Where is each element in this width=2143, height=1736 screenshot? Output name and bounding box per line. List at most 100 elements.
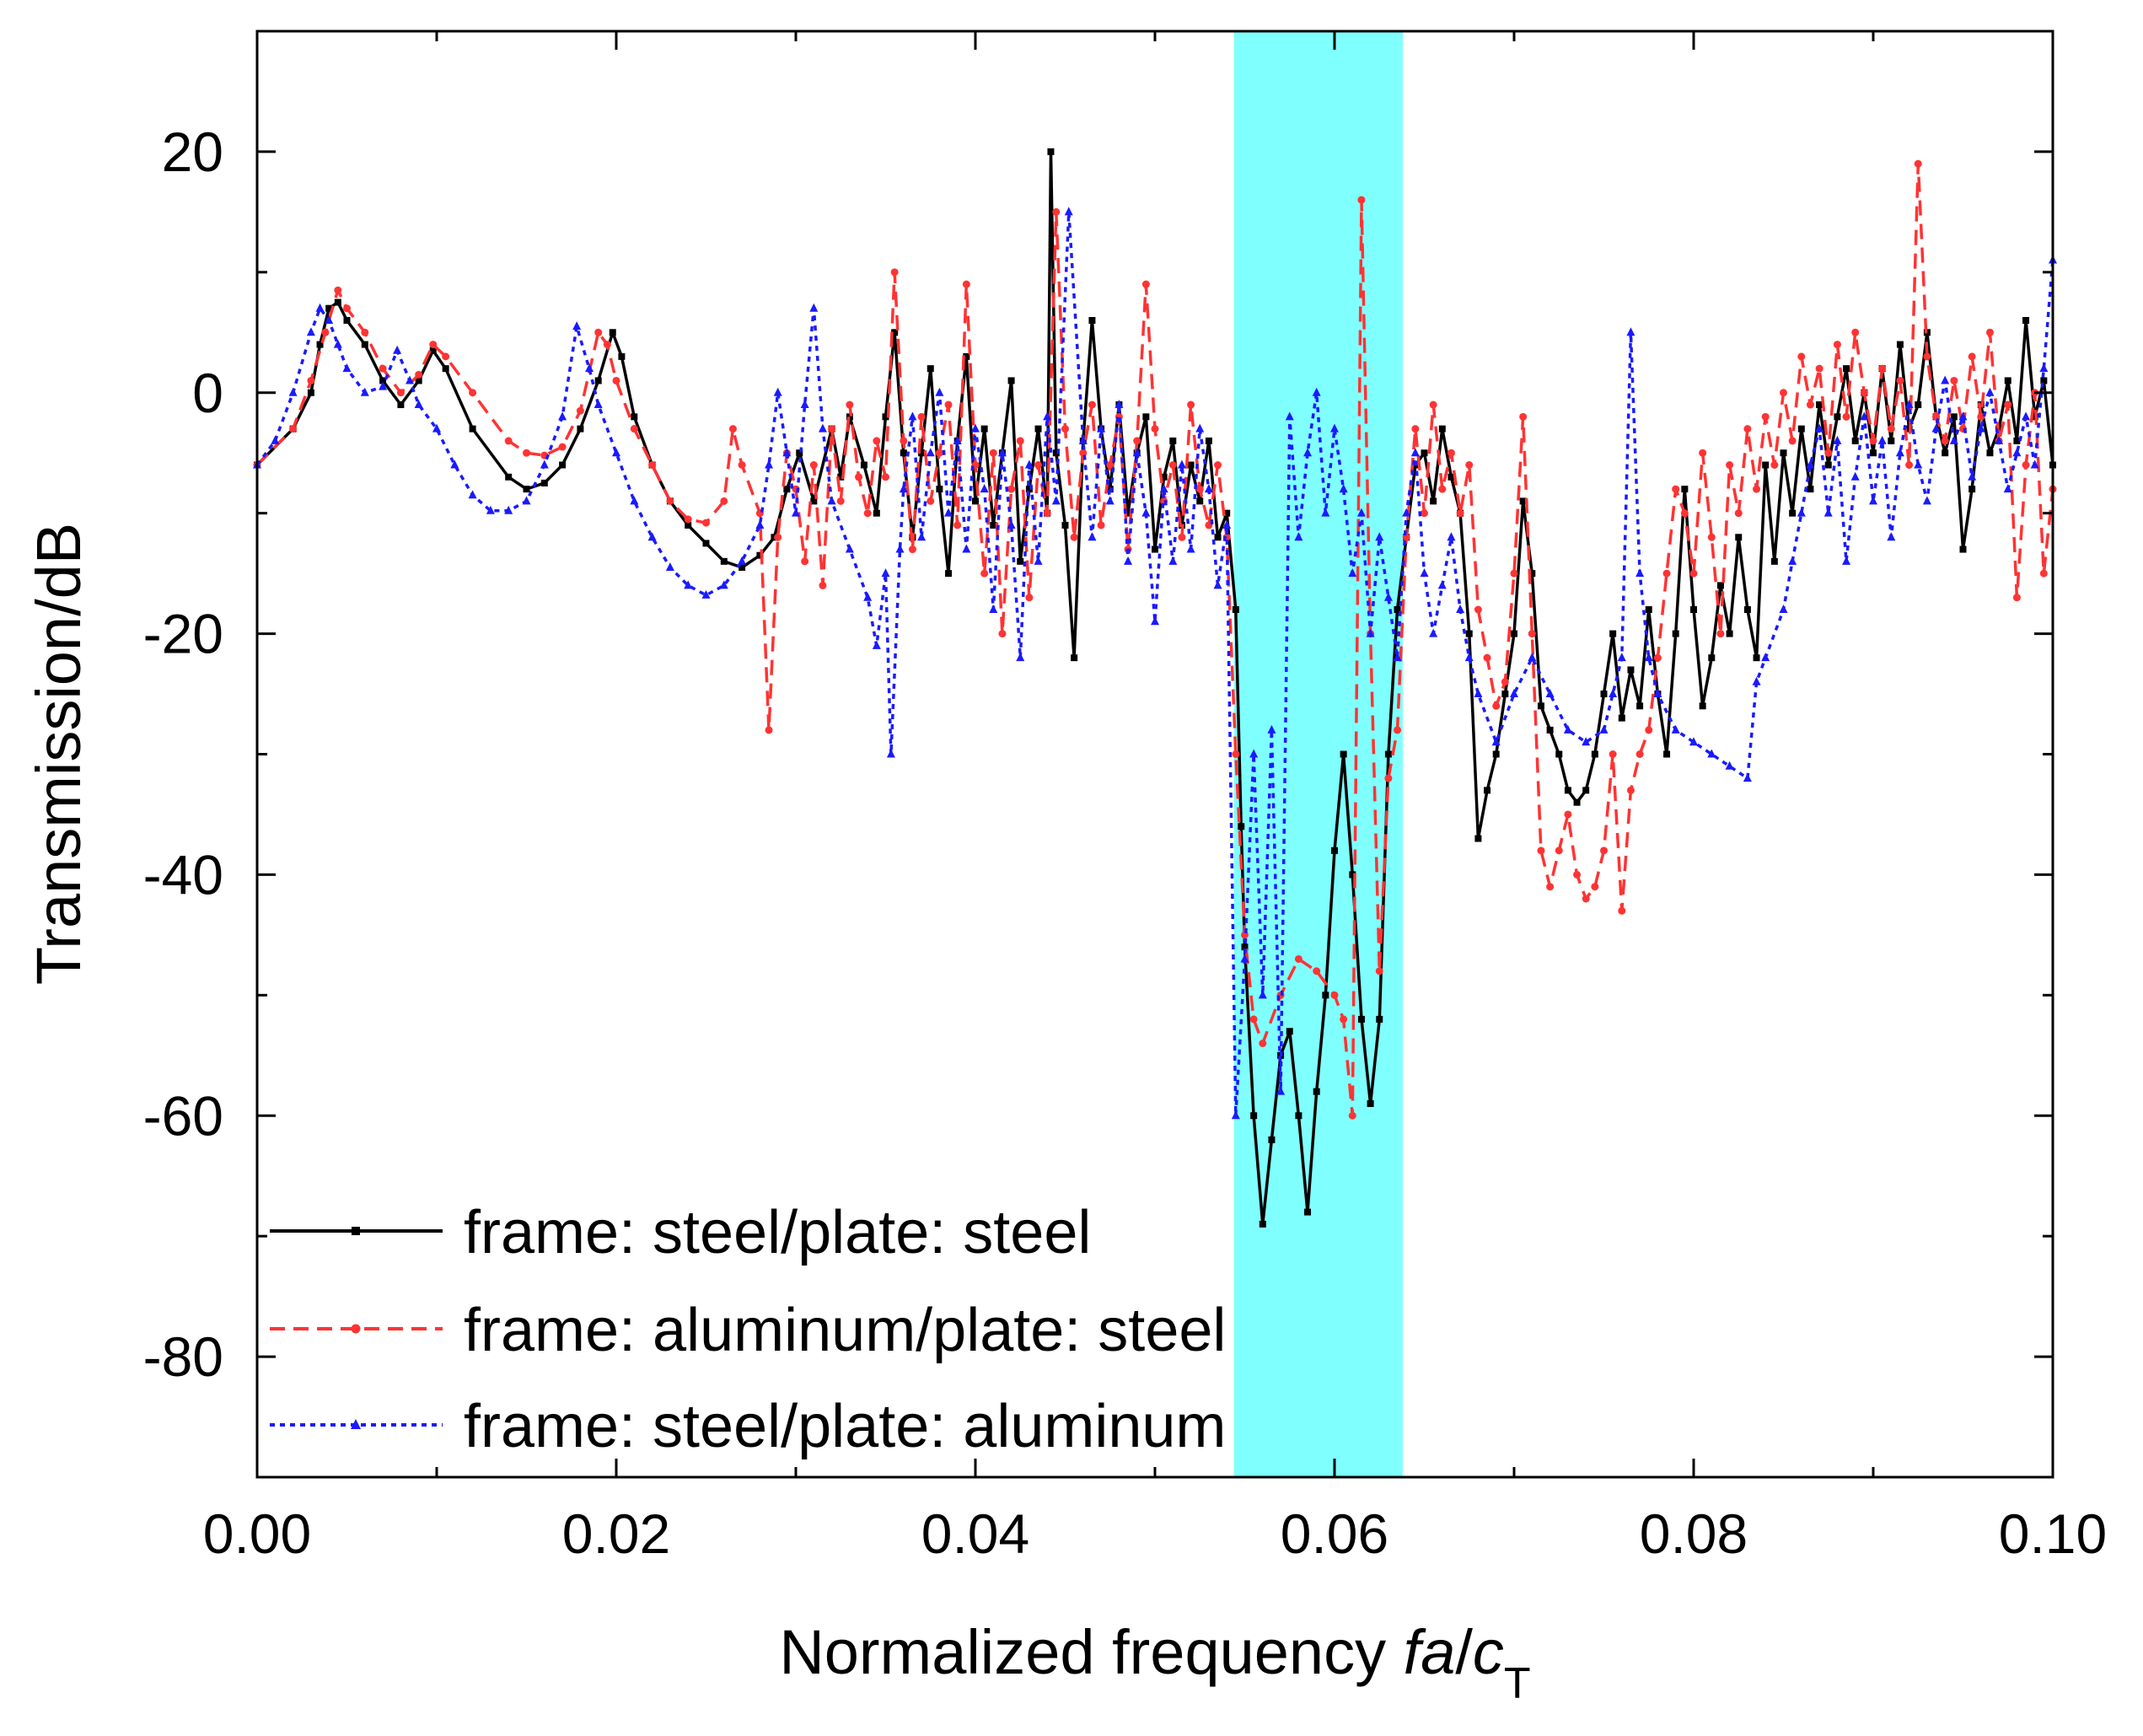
y-tick-label: -20	[143, 603, 223, 665]
data-point	[1160, 473, 1168, 481]
data-point	[522, 496, 531, 505]
data-point	[1914, 460, 1923, 469]
data-point	[1375, 967, 1383, 975]
data-point	[800, 400, 809, 409]
data-point	[1663, 750, 1671, 758]
data-point	[593, 400, 603, 409]
data-point	[1376, 1015, 1383, 1023]
data-point	[343, 304, 351, 313]
data-point	[1842, 412, 1850, 421]
data-point	[1735, 534, 1743, 541]
data-point	[953, 435, 962, 444]
data-point	[334, 286, 342, 294]
data-point	[630, 425, 638, 433]
data-point	[1034, 461, 1043, 469]
data-point	[1671, 724, 1680, 734]
y-tick-label: -60	[143, 1084, 223, 1147]
data-point	[1931, 423, 1941, 433]
data-point	[1268, 1136, 1276, 1143]
data-point	[1105, 496, 1114, 505]
data-point	[701, 589, 711, 599]
data-point	[1114, 400, 1124, 409]
data-point	[773, 387, 782, 396]
data-point	[1177, 460, 1186, 469]
data-point	[1914, 159, 1922, 168]
data-point	[1223, 509, 1231, 517]
series-3	[253, 207, 2057, 1120]
data-point	[860, 461, 867, 469]
data-point	[1537, 702, 1544, 710]
data-point	[1088, 400, 1096, 409]
data-point	[1125, 509, 1132, 517]
data-point	[1250, 1112, 1258, 1120]
data-point	[1726, 630, 1733, 637]
data-point	[953, 521, 962, 529]
data-point	[1429, 628, 1438, 637]
data-point	[882, 413, 889, 421]
data-point	[1383, 592, 1393, 601]
data-point	[1187, 461, 1195, 469]
data-point	[765, 726, 773, 734]
data-point	[1357, 1015, 1365, 1023]
legend: frame: steel/plate: steel frame: aluminum…	[270, 1199, 1226, 1460]
data-point	[1071, 654, 1078, 662]
data-point	[945, 570, 953, 578]
data-point	[809, 303, 819, 312]
data-point	[1888, 437, 1895, 444]
data-point	[523, 449, 530, 457]
data-point	[962, 280, 970, 288]
data-point	[989, 449, 997, 457]
data-point	[1689, 737, 1698, 746]
data-point	[334, 298, 341, 306]
data-point	[432, 423, 441, 433]
data-point	[1609, 750, 1617, 758]
data-point	[1501, 678, 1509, 686]
data-point	[1025, 486, 1033, 493]
data-point	[1950, 413, 1958, 421]
data-point	[1464, 653, 1474, 662]
data-point	[1645, 726, 1653, 734]
data-point	[379, 364, 387, 373]
data-point	[1968, 352, 1976, 361]
data-point	[917, 532, 926, 541]
data-point	[1064, 207, 1073, 216]
data-point	[1151, 425, 1159, 433]
data-point	[1716, 582, 1724, 589]
data-point	[1582, 787, 1590, 794]
data-point	[1681, 486, 1689, 493]
data-point	[1483, 653, 1491, 662]
data-point	[1869, 496, 1877, 505]
data-point	[1618, 714, 1625, 722]
data-point	[603, 341, 611, 349]
data-point	[1258, 990, 1267, 999]
data-point	[1438, 485, 1447, 493]
data-point	[271, 435, 280, 444]
data-point	[1815, 423, 1824, 433]
data-point	[1761, 412, 1770, 421]
data-point	[576, 406, 584, 415]
data-point	[935, 387, 944, 396]
data-point	[1734, 509, 1743, 518]
data-point	[307, 376, 315, 384]
data-point	[1915, 401, 1922, 409]
data-point	[1599, 724, 1609, 734]
data-point	[1511, 630, 1517, 637]
data-point	[1877, 435, 1887, 444]
data-point	[1636, 702, 1644, 710]
data-point	[1043, 411, 1052, 421]
data-point	[1024, 460, 1034, 469]
data-point	[393, 345, 402, 354]
data-point	[926, 448, 935, 457]
data-point	[774, 533, 782, 541]
data-point	[926, 497, 935, 505]
data-point	[468, 490, 477, 499]
data-point	[1474, 605, 1482, 614]
x-axis-title-fa: fa	[1404, 1617, 1456, 1687]
data-point	[1456, 509, 1464, 518]
data-point	[1169, 437, 1177, 444]
data-point	[796, 449, 803, 457]
data-point	[900, 449, 907, 457]
data-point	[962, 544, 971, 553]
data-point	[1942, 449, 1949, 457]
